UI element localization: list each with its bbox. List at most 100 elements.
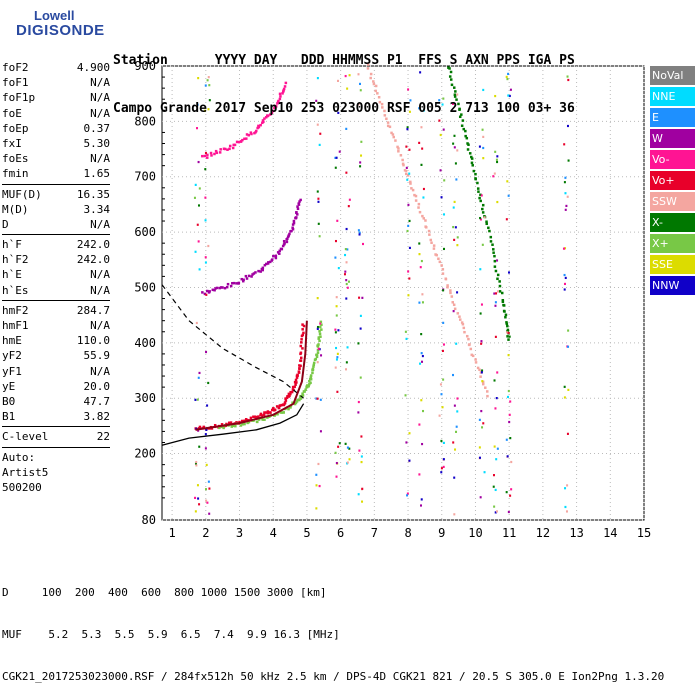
echo-point [197, 204, 200, 207]
trace-point [222, 425, 226, 428]
echo-point [456, 93, 459, 96]
echo-point [418, 141, 421, 144]
trace-point [226, 282, 230, 286]
echo-point [494, 94, 497, 98]
echo-point [348, 447, 351, 450]
trace-point [276, 251, 280, 254]
echo-point [197, 497, 200, 500]
trace-point [496, 273, 500, 277]
trace-point [262, 120, 265, 124]
param-separator [2, 446, 110, 448]
echo-point [494, 511, 497, 514]
echo-point [443, 213, 446, 216]
param-row: fxI 5.30 [2, 136, 110, 151]
trace-point [302, 324, 306, 328]
echo-point [454, 226, 457, 229]
echo-point [493, 379, 496, 382]
trace-point [403, 169, 407, 172]
trace-point [507, 338, 510, 341]
echo-point [408, 246, 411, 249]
echo-point [316, 325, 319, 329]
echo-point [453, 134, 456, 137]
echo-point [205, 499, 208, 502]
echo-point [420, 352, 423, 355]
echo-point [440, 439, 443, 443]
param-key: B1 [2, 410, 16, 424]
param-row: MUF(D) 16.35 [2, 187, 110, 202]
param-key: hmE [2, 334, 22, 348]
echo-point [455, 178, 458, 181]
trace-point [223, 147, 227, 151]
echo-point [198, 445, 201, 448]
echo-point [564, 247, 567, 250]
echo-point [452, 225, 455, 229]
trace-point [220, 423, 224, 426]
param-row: D N/A [2, 217, 110, 232]
echo-point [408, 172, 411, 175]
trace-point [295, 216, 298, 219]
trace-point [247, 420, 251, 424]
trace-point [228, 144, 232, 148]
trace-point [287, 392, 291, 396]
echo-point [494, 488, 497, 492]
param-row: h`Es N/A [2, 283, 110, 298]
trace-point [299, 344, 303, 348]
echo-point [454, 448, 457, 451]
param-value: 3.82 [83, 410, 111, 424]
trace-point [468, 152, 472, 155]
echo-point [493, 445, 496, 448]
echo-point [481, 426, 484, 429]
trace-point [259, 123, 262, 127]
echo-point [335, 156, 338, 159]
echo-point [357, 411, 360, 414]
trace-point [397, 147, 400, 150]
trace-point [296, 207, 300, 211]
scaled-parameters-panel: foF2 4.900 foF1 N/A foF1p N/A foE N/A foEp 0.37 fx… [2, 60, 110, 495]
echo-point [344, 74, 347, 78]
trace-point [254, 415, 257, 419]
echo-point [509, 494, 512, 497]
param-row: foF1 N/A [2, 75, 110, 90]
echo-point [357, 229, 360, 232]
param-value: N/A [90, 364, 110, 378]
trace-point [280, 247, 284, 251]
echo-point [337, 329, 340, 332]
trace-point [474, 177, 477, 181]
trace-point [292, 221, 296, 225]
trace-point [409, 180, 412, 184]
trace-point [312, 363, 316, 367]
param-value: 55.9 [83, 349, 111, 363]
param-row: C-level 22 [2, 429, 110, 444]
trace-point [504, 315, 507, 319]
echo-point [194, 462, 197, 465]
trace-point [229, 421, 233, 424]
trace-point [282, 403, 285, 406]
param-value: 1.65 [83, 167, 111, 181]
trace-point [279, 404, 282, 407]
param-value: N/A [90, 217, 110, 231]
trace-point [257, 418, 261, 421]
echo-point [505, 331, 508, 334]
echo-point [478, 456, 481, 459]
trace-point [198, 425, 202, 429]
echo-point [204, 84, 207, 87]
echo-point [494, 150, 497, 153]
x-tick-label: 10 [468, 526, 482, 540]
trace-point [256, 126, 259, 130]
echo-point [496, 259, 499, 262]
echo-point [196, 127, 199, 130]
echo-point [317, 347, 320, 350]
echo-point [455, 425, 458, 428]
echo-point [442, 247, 445, 251]
trace-point [232, 143, 235, 147]
trace-point [470, 155, 473, 159]
trace-point [203, 154, 207, 158]
echo-point [566, 195, 569, 198]
echo-point [406, 229, 409, 233]
echo-point [482, 135, 485, 139]
trace-point [421, 214, 424, 218]
echo-point [422, 187, 425, 191]
trace-point [478, 368, 481, 372]
echo-point [495, 510, 498, 513]
trace-point [318, 339, 321, 343]
